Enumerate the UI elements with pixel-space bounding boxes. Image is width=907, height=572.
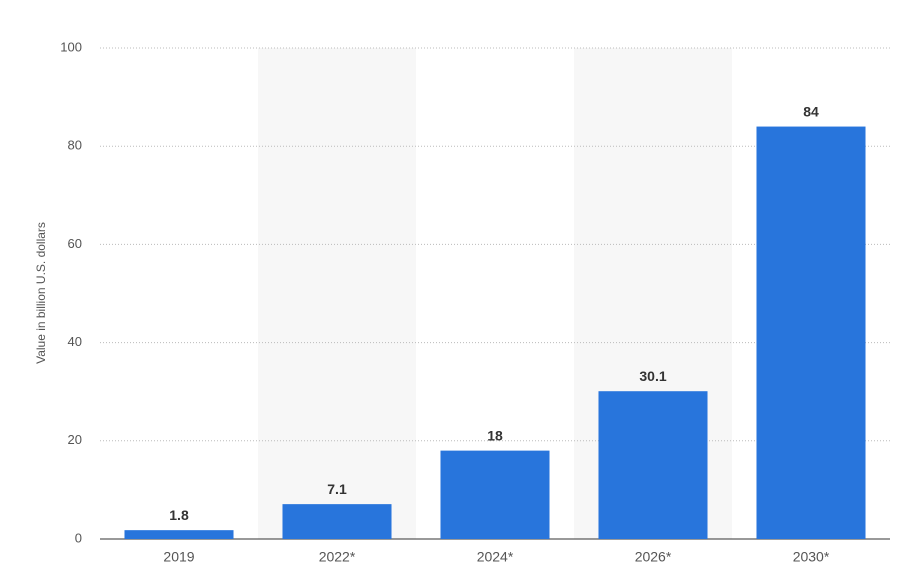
band-shade: [258, 48, 416, 539]
y-tick-label: 60: [68, 236, 82, 251]
value-label: 7.1: [327, 481, 347, 497]
x-tick-label: 2030*: [793, 549, 830, 565]
bar: [124, 530, 234, 539]
x-tick-label: 2019: [163, 549, 194, 565]
bar: [440, 450, 550, 539]
y-tick-label: 0: [75, 530, 82, 545]
y-axis-label: Value in billion U.S. dollars: [34, 222, 48, 364]
y-tick-label: 100: [60, 39, 82, 54]
value-label: 30.1: [639, 368, 666, 384]
bar: [598, 391, 708, 539]
x-tick-label: 2026*: [635, 549, 672, 565]
value-label: 84: [803, 103, 819, 119]
y-tick-label: 80: [68, 138, 82, 153]
value-label: 18: [487, 427, 503, 443]
bar: [282, 504, 392, 539]
bar: [756, 126, 866, 539]
x-tick-label: 2022*: [319, 549, 356, 565]
value-label: 1.8: [169, 507, 189, 523]
y-tick-label: 20: [68, 432, 82, 447]
y-tick-label: 40: [68, 334, 82, 349]
x-tick-label: 2024*: [477, 549, 514, 565]
